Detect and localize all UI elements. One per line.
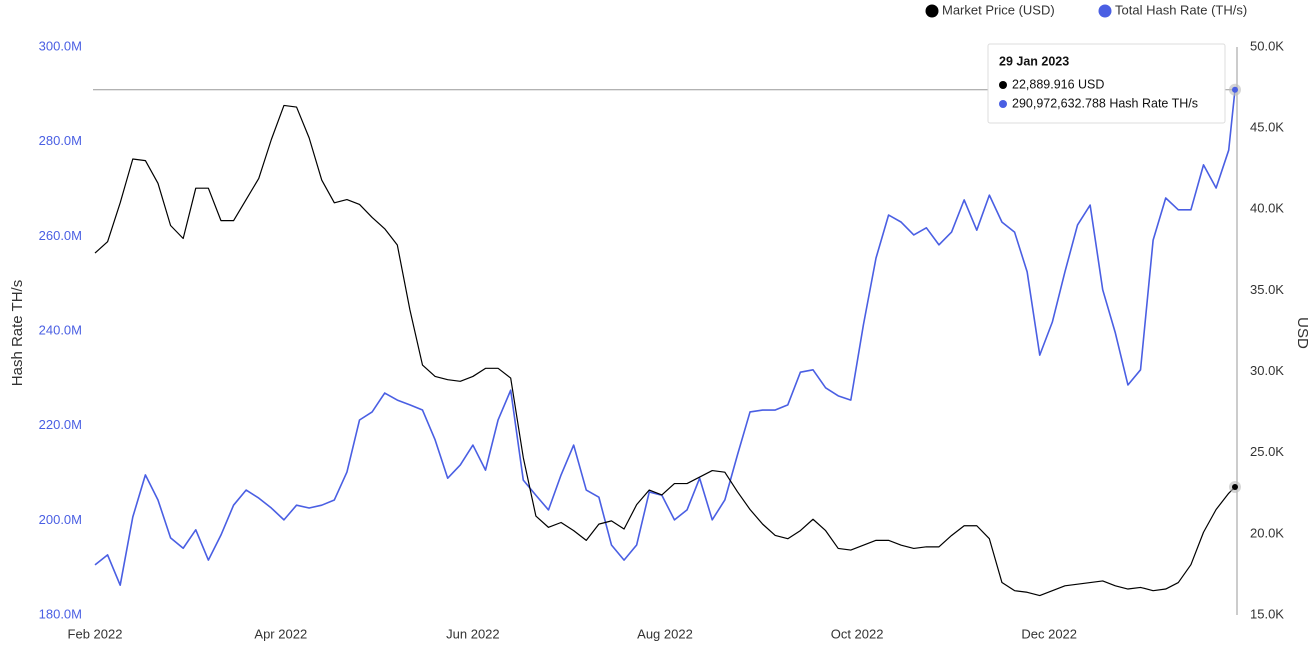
y-tick-label: 180.0M bbox=[39, 606, 82, 621]
tooltip-box bbox=[987, 43, 1226, 124]
y2-tick-label: 50.0K bbox=[1250, 38, 1284, 53]
y-tick-label: 240.0M bbox=[39, 322, 82, 337]
tooltip-line: 22,889.916 USD bbox=[1012, 77, 1104, 91]
x-tick-label: Apr 2022 bbox=[254, 626, 307, 641]
y2-tick-label: 30.0K bbox=[1250, 363, 1284, 378]
legend-marker[interactable] bbox=[925, 4, 939, 18]
y-tick-label: 300.0M bbox=[39, 38, 82, 53]
tooltip-line: 290,972,632.788 Hash Rate TH/s bbox=[1012, 96, 1198, 110]
hover-point bbox=[1232, 86, 1238, 93]
y2-tick-label: 15.0K bbox=[1250, 606, 1284, 621]
y-tick-label: 200.0M bbox=[39, 512, 82, 527]
y2-axis-title: USD bbox=[1294, 317, 1311, 349]
x-tick-label: Feb 2022 bbox=[68, 626, 123, 641]
tooltip: 29 Jan 2023 22,889.916 USD 290,972,632.788… bbox=[987, 43, 1226, 124]
y-tick-label: 260.0M bbox=[39, 228, 82, 243]
tooltip-dot bbox=[999, 100, 1007, 108]
y2-tick-label: 35.0K bbox=[1250, 282, 1284, 297]
y2-tick-label: 40.0K bbox=[1250, 201, 1284, 216]
x-tick-label: Dec 2022 bbox=[1021, 626, 1077, 641]
legend-marker[interactable] bbox=[1098, 4, 1112, 18]
y2-tick-label: 20.0K bbox=[1250, 525, 1284, 540]
y-axis-title: Hash Rate TH/s bbox=[9, 280, 26, 386]
x-tick-label: Aug 2022 bbox=[637, 626, 693, 641]
legend-label[interactable]: Total Hash Rate (TH/s) bbox=[1115, 2, 1247, 17]
tooltip-dot bbox=[999, 81, 1007, 89]
x-tick-label: Jun 2022 bbox=[446, 626, 500, 641]
y-tick-label: 220.0M bbox=[39, 417, 82, 432]
hover-point bbox=[1232, 483, 1238, 490]
legend-label[interactable]: Market Price (USD) bbox=[942, 2, 1055, 17]
series-line bbox=[94, 104, 1236, 597]
series-line bbox=[94, 89, 1236, 586]
x-tick-label: Oct 2022 bbox=[831, 626, 884, 641]
tooltip-title: 29 Jan 2023 bbox=[999, 54, 1069, 68]
y2-tick-label: 25.0K bbox=[1250, 444, 1284, 459]
y2-tick-label: 45.0K bbox=[1250, 120, 1284, 135]
y-tick-label: 280.0M bbox=[39, 133, 82, 148]
